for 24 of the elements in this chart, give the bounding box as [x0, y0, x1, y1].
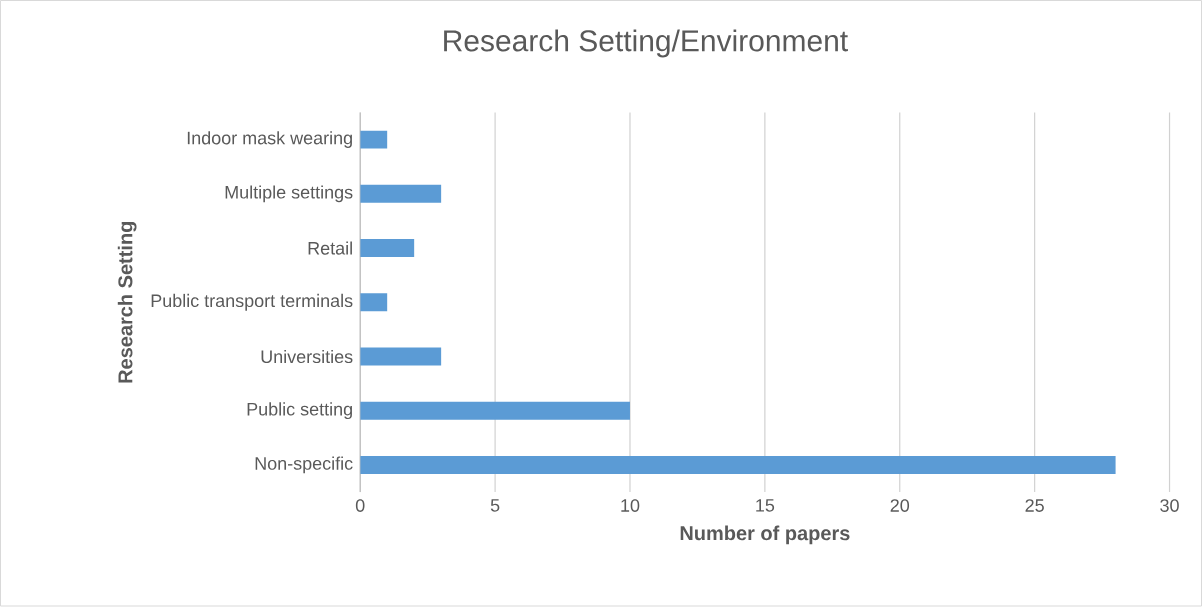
chart-title: Research Setting/Environment [444, 29, 848, 58]
bar [360, 347, 442, 366]
y-tick-label: Indoor mask wearing [187, 131, 352, 149]
bar [360, 130, 388, 149]
y-tick-label: Retail [308, 241, 352, 255]
x-axis-title: Number of papers [680, 525, 850, 545]
x-tick-label: 10 [621, 499, 640, 513]
y-tick-label: Universities [261, 350, 353, 364]
bar [360, 293, 388, 312]
x-tick-label: 15 [756, 499, 775, 512]
bar [360, 239, 415, 258]
x-tick-label: 30 [1160, 499, 1179, 513]
y-tick-label: Non-specific [255, 456, 353, 474]
bar [360, 402, 630, 420]
y-tick-label: Multiple settings [225, 185, 353, 203]
y-tick-label: Public setting [247, 402, 352, 420]
bar [360, 185, 442, 203]
x-tick-label: 5 [490, 499, 500, 512]
x-tick-label: 20 [890, 499, 910, 513]
x-tick-label: 25 [1025, 499, 1044, 513]
bar [360, 456, 1116, 475]
y-axis-title: Research Setting [117, 222, 137, 383]
y-tick-label: Public transport terminals [151, 294, 353, 311]
x-tick-label: 0 [355, 499, 365, 513]
